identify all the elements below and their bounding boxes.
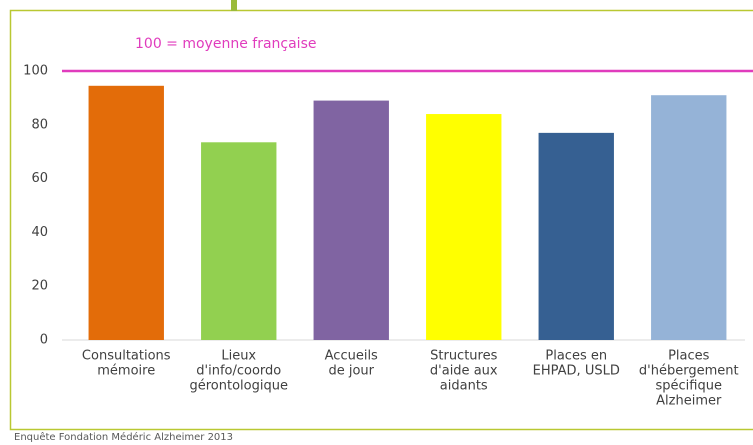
y-tick-label: 40	[31, 225, 48, 240]
x-tick-label: Lieux	[221, 349, 256, 364]
x-tick-label: d'hébergement	[639, 364, 739, 379]
x-tick-label: mémoire	[97, 364, 155, 379]
y-tick-label: 0	[40, 333, 48, 348]
x-tick-label: Structures	[430, 349, 497, 364]
x-tick-label: Accueils	[325, 349, 378, 364]
bar	[88, 85, 164, 340]
bar	[651, 95, 727, 341]
y-tick-label: 60	[31, 171, 48, 186]
x-tick-label: Alzheimer	[656, 394, 722, 409]
x-tick-label: gérontologique	[190, 379, 288, 394]
x-tick-label: Consultations	[82, 349, 171, 364]
frame-tab	[231, 0, 237, 11]
y-tick-label: 20	[31, 279, 48, 294]
x-tick-label: spécifique	[656, 379, 722, 394]
frame	[9, 9, 753, 431]
bar	[313, 100, 389, 340]
x-tick-label: EHPAD, USLD	[533, 364, 620, 379]
x-tick-label: de jour	[328, 364, 374, 379]
y-tick-label: 100	[23, 64, 48, 79]
bar	[538, 132, 614, 340]
x-tick-label: d'aide aux	[430, 364, 498, 379]
bar	[426, 114, 502, 340]
source: Enquête Fondation Médéric Alzheimer 2013	[14, 431, 233, 443]
x-tick-label: Places en	[545, 349, 607, 364]
y-tick-label: 80	[31, 117, 48, 132]
x-tick-label: Places	[668, 349, 710, 364]
x-tick-label: d'info/coordo	[196, 364, 281, 379]
bar	[201, 142, 277, 340]
reference-label: 100 = moyenne française	[135, 36, 316, 52]
x-tick-label: aidants	[440, 379, 488, 394]
